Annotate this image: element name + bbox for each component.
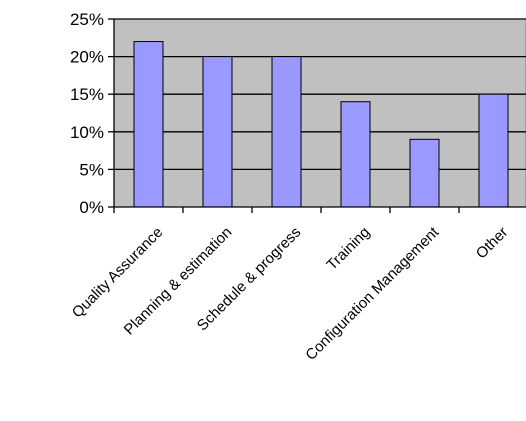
bar [409, 138, 440, 208]
y-tick-label: 15% [70, 85, 104, 104]
y-tick-label: 20% [70, 48, 104, 67]
plot-area [113, 18, 526, 208]
x-category-label: Other [473, 224, 512, 263]
bar [133, 41, 164, 208]
y-tick-label: 0% [79, 198, 104, 217]
gridlines [114, 18, 526, 171]
x-category-label: Training [323, 224, 373, 274]
bar [478, 93, 509, 208]
bar [202, 56, 233, 208]
bars [133, 41, 509, 208]
x-category-label: Configuration Management [302, 223, 443, 364]
bar [340, 101, 371, 208]
bar [271, 56, 302, 208]
y-tick-label: 25% [70, 10, 104, 29]
y-axis-ticks: 0% 5% 10% 15% 20% 25% [70, 10, 114, 217]
y-tick-label: 10% [70, 123, 104, 142]
y-tick-label: 5% [79, 160, 104, 179]
